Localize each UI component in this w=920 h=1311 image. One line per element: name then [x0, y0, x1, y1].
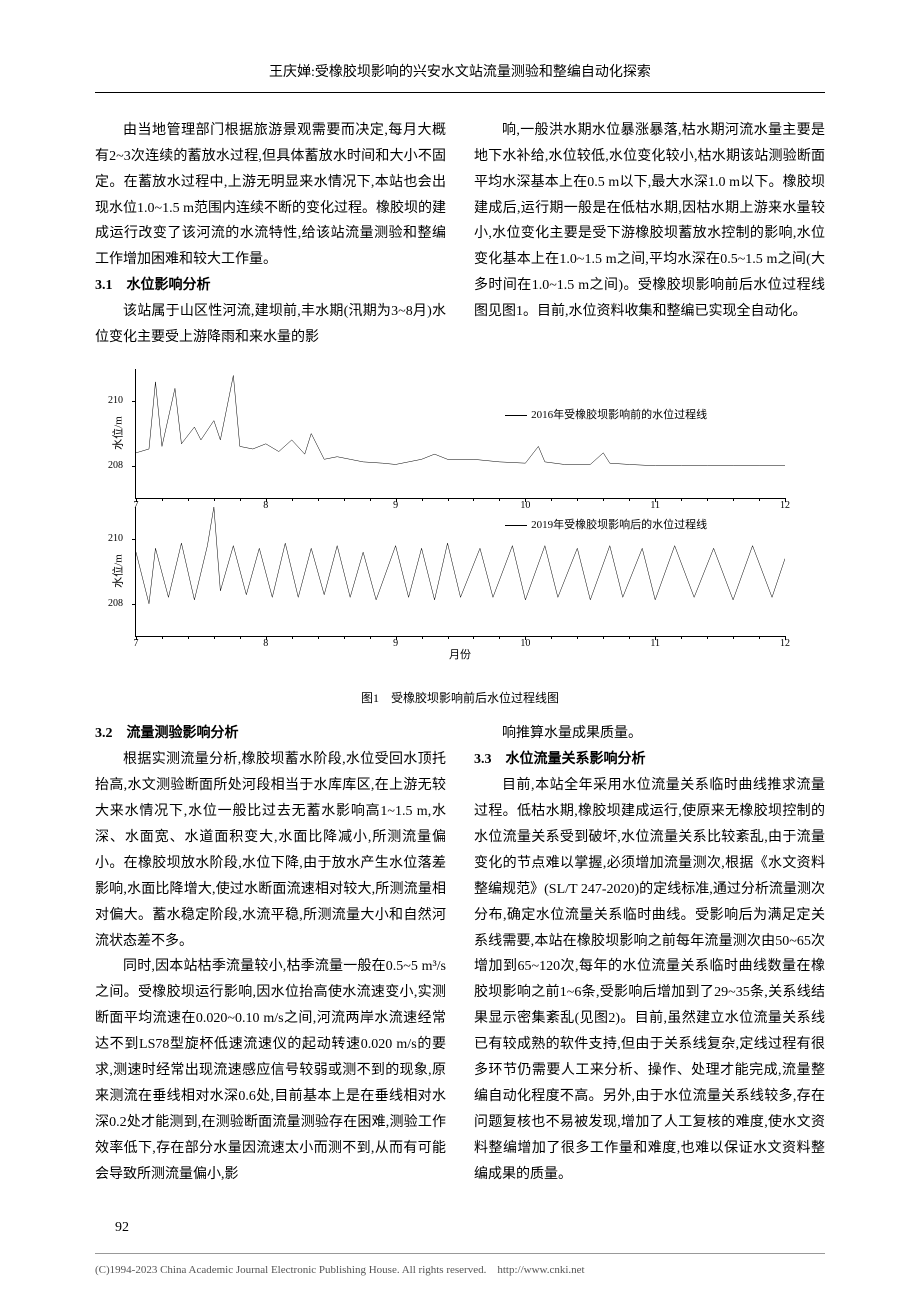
running-title: 王庆婵:受橡胶坝影响的兴安水文站流量测验和整编自动化探索 [95, 60, 825, 93]
section-3-1-body-left: 该站属于山区性河流,建坝前,丰水期(汛期为3~8月)水位变化主要受上游降雨和来水… [95, 299, 446, 351]
section-3-3-head: 3.3 水位流量关系影响分析 [474, 747, 825, 773]
section-3-1-head: 3.1 水位影响分析 [95, 273, 446, 299]
para-top-right: 响,一般洪水期水位暴涨暴落,枯水期河流水量主要是地下水补给,水位较低,水位变化较… [474, 118, 825, 325]
figure-1-panel-2019: 水位/m 2082107891011122019年受橡胶坝影响后的水位过程线 [135, 507, 785, 637]
section-3-2-p2: 同时,因本站枯季流量较小,枯季流量一般在0.5~5 m³/s之间。受橡胶坝运行影… [95, 954, 446, 1187]
chart-series-line [136, 369, 785, 498]
chart-series-line [136, 507, 785, 636]
chart-ytick: 210 [108, 530, 123, 549]
section-3-2-p1: 根据实测流量分析,橡胶坝蓄水阶段,水位受回水顶托抬高,水文测验断面所处河段相当于… [95, 747, 446, 954]
section-3-2-head: 3.2 流量测验影响分析 [95, 721, 446, 747]
chart-xaxis-label: 月份 [95, 645, 825, 665]
chart-ylabel: 水位/m [109, 555, 129, 589]
bottom-text-block: 3.2 流量测验影响分析 根据实测流量分析,橡胶坝蓄水阶段,水位受回水顶托抬高,… [95, 721, 825, 1187]
figure-1-caption: 图1 受橡胶坝影响前后水位过程线图 [95, 687, 825, 709]
chart-ytick: 210 [108, 392, 123, 411]
section-3-3-body: 目前,本站全年采用水位流量关系临时曲线推求流量过程。低枯水期,橡胶坝建成运行,使… [474, 773, 825, 1187]
footer-copyright: (C)1994-2023 China Academic Journal Elec… [95, 1253, 825, 1280]
chart-ylabel: 水位/m [109, 417, 129, 451]
page-number: 92 [115, 1215, 825, 1241]
figure-1: 水位/m 2082107891011122016年受橡胶坝影响前的水位过程线 水… [95, 369, 825, 710]
top-text-block: 由当地管理部门根据旅游景观需要而决定,每月大概有2~3次连续的蓄放水过程,但具体… [95, 118, 825, 351]
chart-ytick: 208 [108, 594, 123, 613]
chart-ytick: 208 [108, 456, 123, 475]
right-col-continuation: 响推算水量成果质量。 [474, 721, 825, 747]
para-top-left: 由当地管理部门根据旅游景观需要而决定,每月大概有2~3次连续的蓄放水过程,但具体… [95, 118, 446, 273]
figure-1-panel-2016: 水位/m 2082107891011122016年受橡胶坝影响前的水位过程线 [135, 369, 785, 499]
